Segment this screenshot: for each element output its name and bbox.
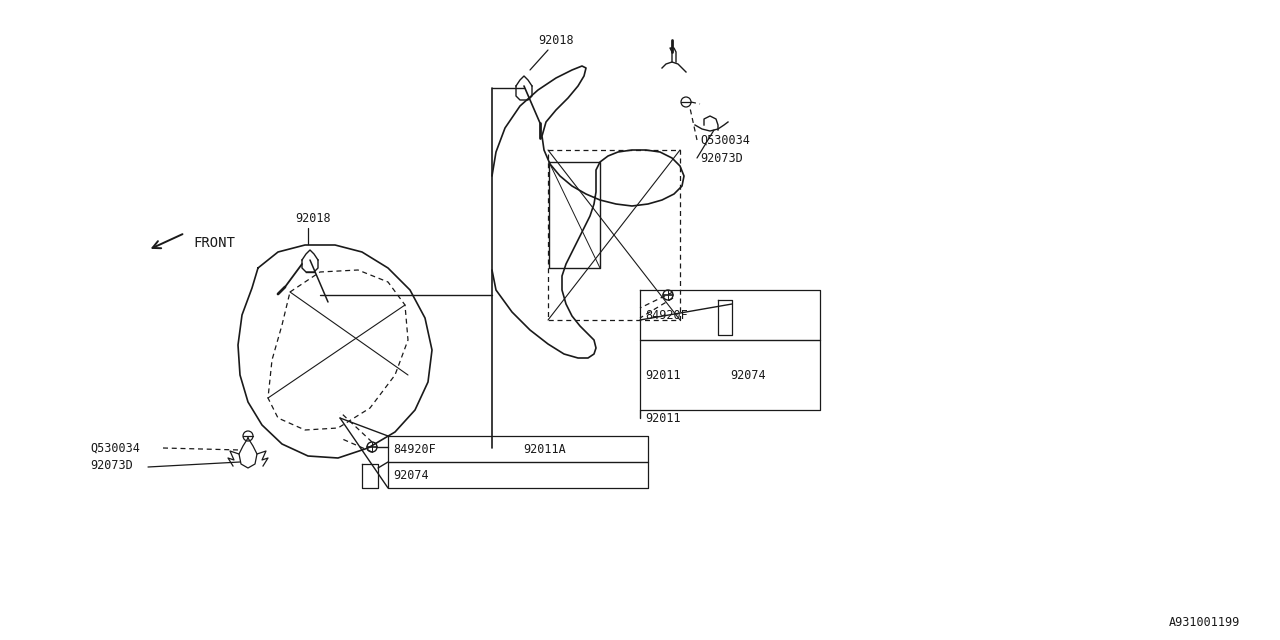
Text: A931001199: A931001199 bbox=[1169, 616, 1240, 628]
Text: 92073D: 92073D bbox=[700, 152, 742, 164]
Text: 84920F: 84920F bbox=[645, 308, 687, 321]
Text: 92074: 92074 bbox=[393, 468, 429, 481]
Text: 92011A: 92011A bbox=[524, 442, 566, 456]
Text: 92018: 92018 bbox=[538, 33, 573, 47]
Text: Q530034: Q530034 bbox=[90, 442, 140, 454]
Text: Q530034: Q530034 bbox=[700, 134, 750, 147]
Text: 92074: 92074 bbox=[730, 369, 765, 381]
Text: 92073D: 92073D bbox=[90, 458, 133, 472]
Text: 92011: 92011 bbox=[645, 369, 681, 381]
Text: 92018: 92018 bbox=[294, 211, 330, 225]
Text: 92011: 92011 bbox=[645, 412, 681, 424]
Text: FRONT: FRONT bbox=[193, 236, 234, 250]
Text: 84920F: 84920F bbox=[393, 442, 435, 456]
